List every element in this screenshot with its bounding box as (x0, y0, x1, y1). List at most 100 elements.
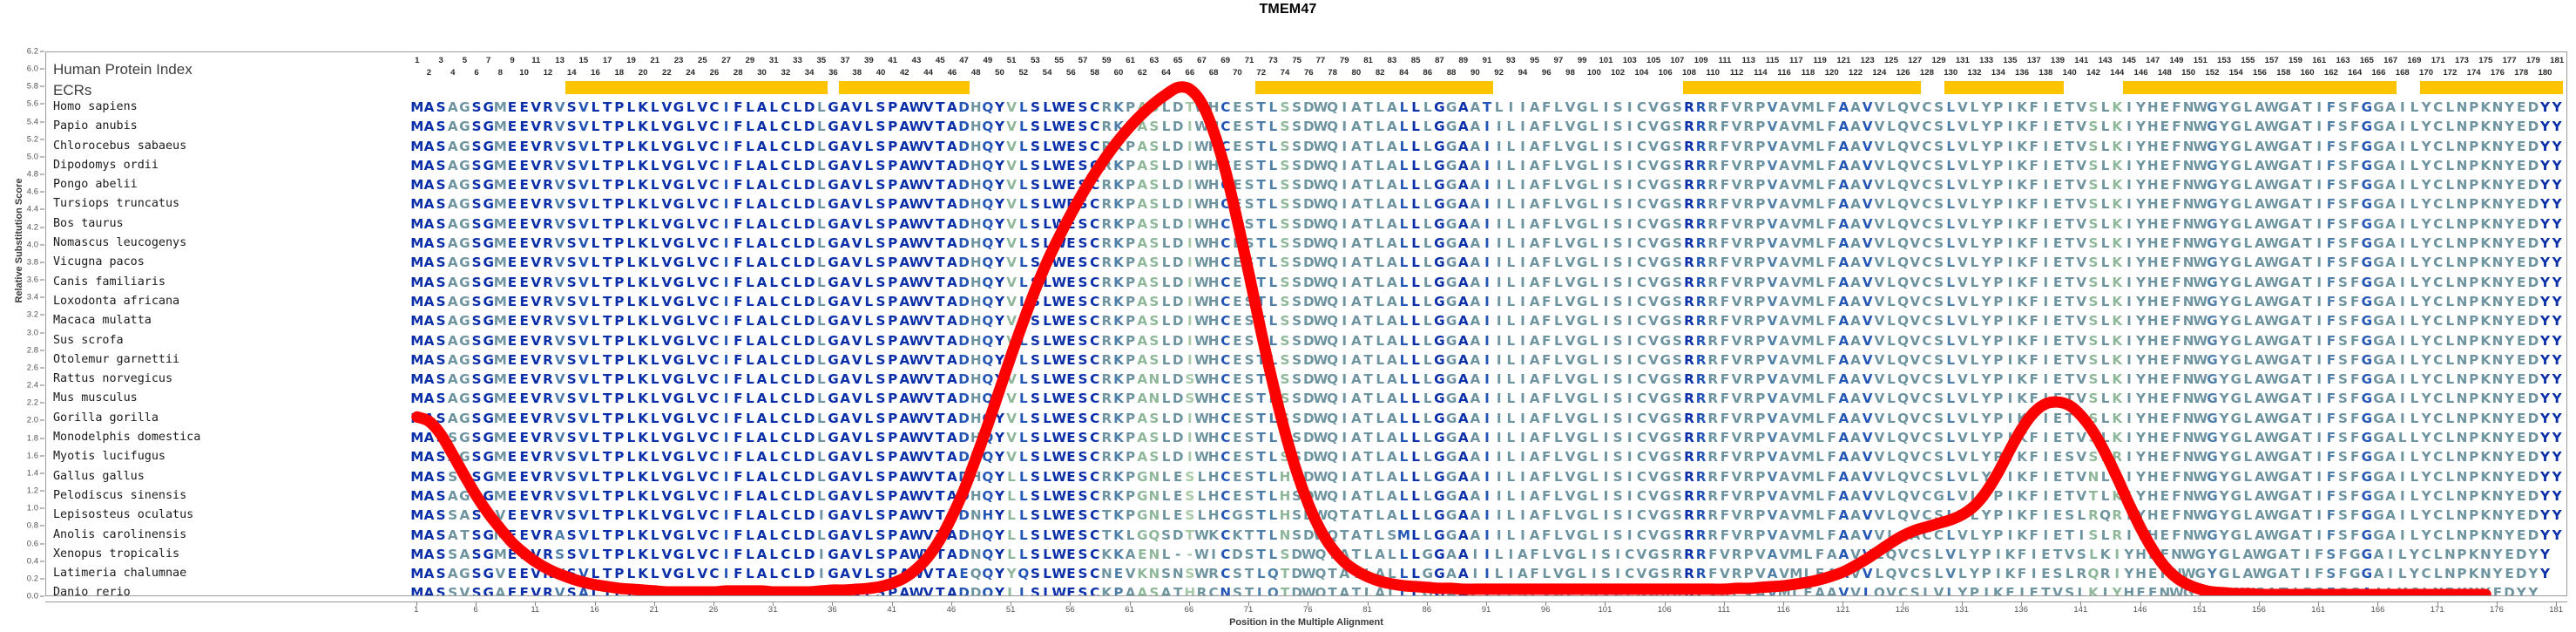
residue: V (1874, 311, 1884, 330)
residue: W (2193, 506, 2208, 525)
residue: K (1113, 292, 1124, 311)
residue: Y (2113, 583, 2122, 595)
residue: Y (2552, 370, 2562, 389)
residue: L (686, 564, 695, 583)
residue: L (1043, 409, 1051, 428)
residue: F (1530, 564, 1538, 583)
residue: F (1721, 194, 1729, 214)
residue: E (519, 234, 528, 253)
species-label: Vicugna pacos (53, 253, 402, 272)
residue: S (876, 506, 886, 525)
residue: N (2457, 428, 2468, 447)
residue: F (2350, 117, 2359, 136)
residue: L (746, 273, 754, 292)
residue: G (1577, 253, 1587, 272)
residue: Q (1897, 311, 1909, 330)
residue: R (543, 253, 553, 272)
residue: R (1707, 234, 1718, 253)
residue: A (1850, 486, 1861, 506)
residue: G (1577, 350, 1587, 370)
residue: C (1934, 526, 1944, 545)
residue: L (2410, 292, 2419, 311)
residue: P (1755, 137, 1765, 156)
residue: Y (995, 486, 1004, 506)
residue: V (1565, 194, 1576, 214)
residue: E (519, 331, 528, 350)
residue: L (1400, 447, 1409, 466)
residue: I (2400, 506, 2405, 525)
residue: Y (2422, 389, 2431, 408)
residue: W (1314, 98, 1329, 117)
residue: F (1542, 137, 1551, 156)
residue: A (460, 545, 470, 564)
residue: L (1400, 117, 1409, 136)
residue: D (804, 447, 815, 466)
residue: A (1137, 350, 1147, 370)
residue: L (1043, 564, 1051, 583)
residue: S (1078, 273, 1088, 292)
residue: D (958, 156, 970, 175)
residue: F (2350, 370, 2359, 389)
residue: L (769, 311, 778, 330)
residue: A (1827, 583, 1837, 595)
residue: V (531, 350, 541, 370)
residue: R (1696, 214, 1707, 234)
residue: R (1743, 409, 1754, 428)
alignment-position-number: 3 (438, 56, 443, 65)
residue: S (472, 370, 482, 389)
residue: L (1269, 350, 1278, 370)
residue: F (2018, 545, 2026, 564)
residue: K (1137, 564, 1147, 583)
residue: Y (995, 194, 1004, 214)
residue: R (1696, 467, 1707, 486)
residue: L (817, 137, 826, 156)
residue: S (2088, 311, 2098, 330)
residue: F (1721, 175, 1729, 194)
residue: L (1019, 117, 1028, 136)
y-tick-mark (40, 103, 44, 105)
residue: I (1497, 311, 1502, 330)
residue: L (1423, 486, 1432, 506)
residue: L (1269, 370, 1278, 389)
alignment-position-number: 161 (2312, 56, 2326, 65)
residue: S (1078, 467, 1088, 486)
residue: F (2172, 234, 2180, 253)
residue: R (1684, 409, 1694, 428)
residue: L (746, 117, 754, 136)
residue: E (2517, 117, 2525, 136)
alignment-position-number: 51 (1007, 56, 1017, 65)
residue: C (1220, 156, 1230, 175)
residue: I (1497, 292, 1502, 311)
residue: C (1090, 350, 1099, 370)
residue: L (1971, 331, 1979, 350)
residue: Y (2552, 409, 2562, 428)
residue: L (592, 331, 600, 350)
residue: T (936, 234, 944, 253)
residue: A (2290, 98, 2301, 117)
residue: A (448, 273, 458, 292)
residue: H (1208, 214, 1220, 234)
residue: E (1066, 117, 1075, 136)
residue: R (1707, 350, 1718, 370)
residue: V (662, 447, 673, 466)
residue: T (2065, 98, 2073, 117)
residue: V (1874, 273, 1884, 292)
residue: R (1684, 98, 1694, 117)
residue: I (2008, 370, 2013, 389)
residue: D (804, 526, 815, 545)
residue: S (436, 156, 446, 175)
residue: T (1363, 117, 1372, 136)
residue: L (1590, 273, 1599, 292)
residue: M (1802, 428, 1815, 447)
residue: T (2291, 545, 2300, 564)
residue: A (1839, 234, 1849, 253)
residue: Y (2540, 409, 2550, 428)
residue: S (567, 350, 577, 370)
residue: L (746, 526, 754, 545)
residue: V (923, 137, 934, 156)
residue: S (1078, 331, 1088, 350)
residue: S (1245, 545, 1254, 564)
